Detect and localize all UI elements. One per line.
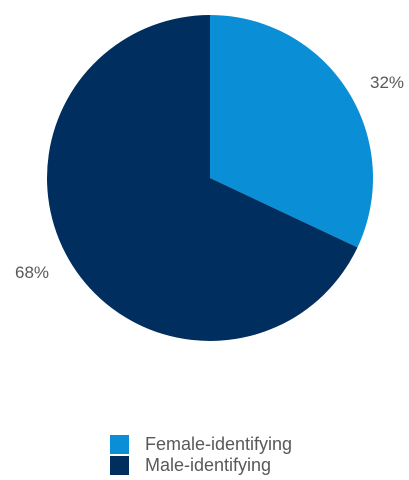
slice-label-male-identifying: 68% — [15, 263, 49, 282]
legend-swatch-male — [110, 456, 129, 475]
pie-slice-male-identifying — [46, 15, 358, 341]
pie-slice-female-identifying — [210, 15, 373, 248]
legend-item-female: Female-identifying — [110, 434, 292, 455]
legend-swatch-female — [110, 435, 129, 454]
legend-item-male: Male-identifying — [110, 455, 292, 476]
slice-label-female-identifying: 32% — [370, 73, 404, 92]
legend: Female-identifying Male-identifying — [110, 434, 292, 476]
legend-label-male: Male-identifying — [145, 455, 272, 475]
legend-label-female: Female-identifying — [145, 434, 293, 454]
